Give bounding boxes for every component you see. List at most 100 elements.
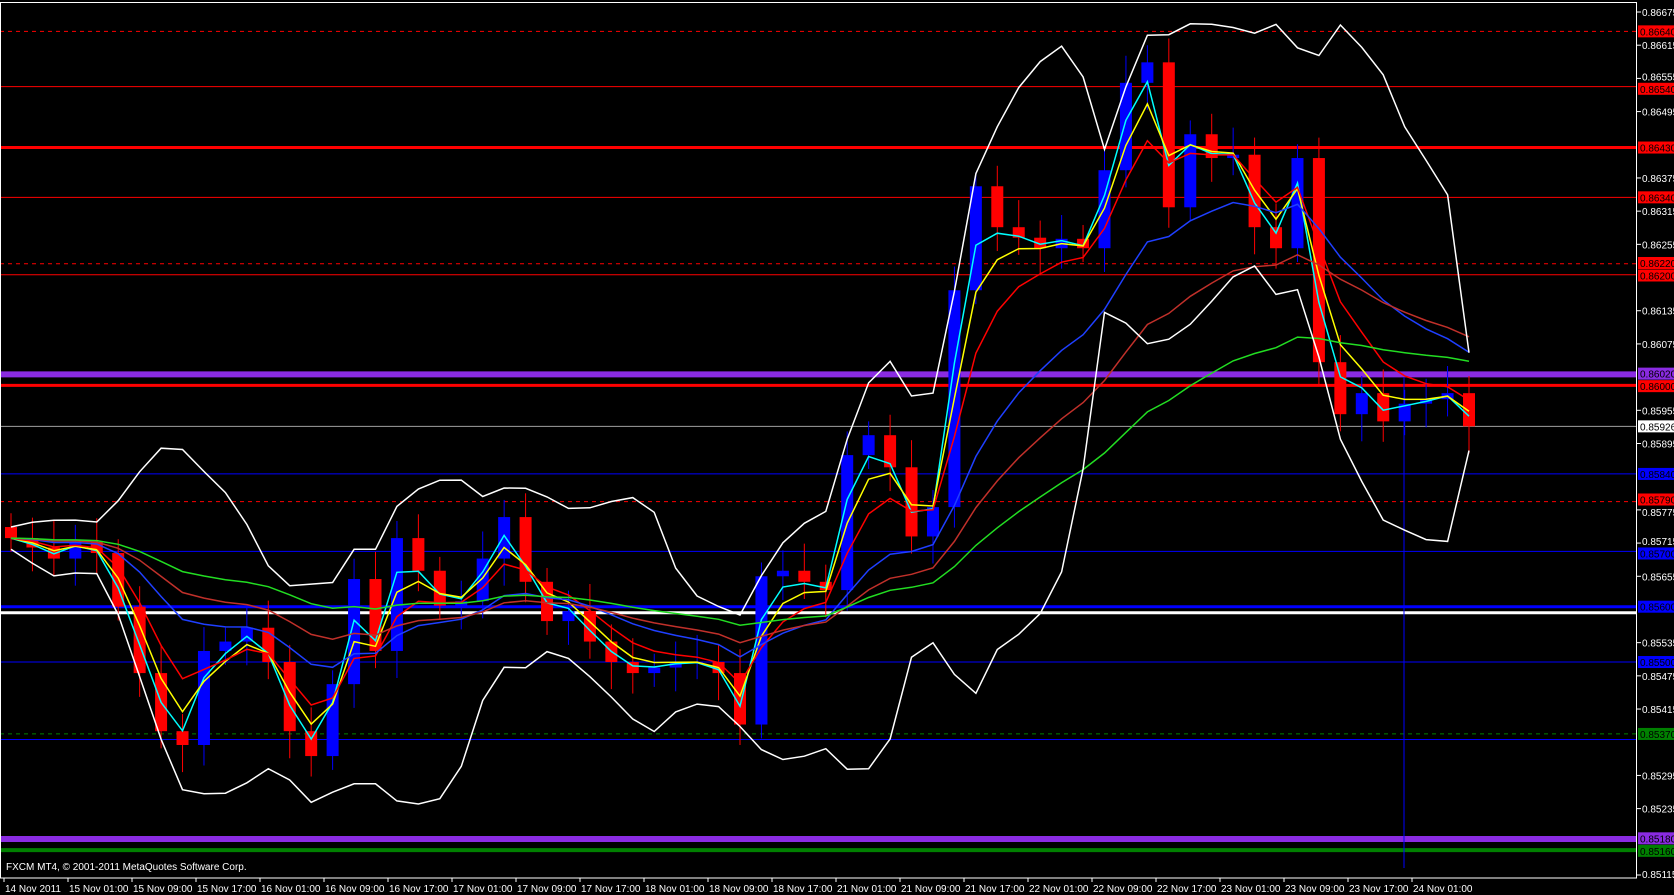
y-tick-label: 0.85955: [1642, 406, 1674, 417]
candle-body: [1355, 393, 1368, 415]
level-label-bg: [1638, 256, 1674, 269]
level-label-bg: [1638, 547, 1674, 560]
candle-body: [1162, 62, 1175, 208]
y-tick-label: 0.86135: [1642, 307, 1674, 318]
candle-body: [562, 611, 575, 622]
x-tick-label: 16 Nov 17:00: [389, 884, 449, 895]
ema-5-line: [10, 139, 1470, 706]
x-tick-label: 21 Nov 09:00: [901, 884, 961, 895]
level-label: 0.86020: [1640, 370, 1674, 381]
y-tick-label: 0.85415: [1642, 705, 1674, 716]
level-label-bg: [1638, 420, 1674, 433]
ema-2-line: [10, 79, 1470, 741]
level-label-bg: [1638, 832, 1674, 845]
x-tick-label: 17 Nov 09:00: [517, 884, 577, 895]
level-label: 0.85700: [1640, 549, 1674, 560]
candle-body: [1398, 403, 1411, 422]
candle-body: [326, 684, 339, 757]
x-tick-label: 16 Nov 01:00: [261, 884, 321, 895]
level-label-bg: [1638, 269, 1674, 282]
candle-body: [884, 435, 897, 468]
ema-20-line: [10, 253, 1470, 644]
x-tick-label: 22 Nov 17:00: [1157, 884, 1217, 895]
level-label-bg: [1638, 600, 1674, 613]
candle-body: [862, 435, 875, 456]
y-tick-label: 0.85115: [1642, 870, 1674, 881]
ema-35-line: [10, 336, 1470, 626]
y-tick-label: 0.86315: [1642, 207, 1674, 218]
x-tick-label: 14 Nov 2011: [5, 884, 61, 895]
candle-body: [648, 667, 661, 674]
level-label: 0.86640: [1640, 27, 1674, 38]
y-tick-label: 0.86615: [1642, 41, 1674, 52]
candle-body: [1184, 134, 1197, 208]
x-tick-label: 24 Nov 01:00: [1413, 884, 1473, 895]
ema-12-line: [10, 201, 1470, 669]
price-axis[interactable]: 0.86675 0.86615 0.86555 0.86495 0.86375 0.863…: [1637, 8, 1674, 881]
candle-body: [5, 527, 17, 539]
level-label-bg: [1638, 82, 1674, 95]
candle-body: [519, 517, 532, 582]
candle-body: [1141, 62, 1154, 83]
y-tick-label: 0.85295: [1642, 771, 1674, 782]
x-tick-label: 23 Nov 17:00: [1349, 884, 1409, 895]
x-tick-label: 21 Nov 17:00: [965, 884, 1025, 895]
y-tick-label: 0.85895: [1642, 440, 1674, 451]
x-tick-label: 15 Nov 01:00: [69, 884, 129, 895]
candle-body: [1012, 227, 1025, 238]
level-label: 0.86200: [1640, 271, 1674, 282]
y-tick-label: 0.86675: [1642, 8, 1674, 19]
ema-3-line: [10, 102, 1470, 726]
candle-body: [498, 517, 511, 559]
level-label: 0.85500: [1640, 658, 1674, 669]
candle-body: [283, 662, 296, 732]
horizontal-levels: [0, 30, 1637, 853]
indicators: [10, 23, 1470, 805]
y-tick-label: 0.85475: [1642, 672, 1674, 683]
candle-body: [905, 467, 918, 537]
level-labels: 0.866400.865400.864300.863400.862200.862…: [1638, 25, 1674, 858]
level-label: 0.86000: [1640, 382, 1674, 393]
level-label: 0.85790: [1640, 495, 1674, 506]
candle-body: [348, 579, 361, 685]
candle-body: [755, 576, 768, 725]
x-tick-label: 22 Nov 01:00: [1029, 884, 1089, 895]
candle-body: [991, 186, 1004, 228]
level-label: 0.85180: [1640, 834, 1674, 845]
level-label-bg: [1638, 844, 1674, 857]
candle-body: [1034, 237, 1047, 249]
level-label: 0.85160: [1640, 847, 1674, 858]
level-label: 0.86540: [1640, 85, 1674, 96]
candle-body: [1270, 227, 1283, 249]
y-tick-label: 0.86375: [1642, 174, 1674, 185]
candle-body: [1463, 393, 1475, 427]
time-axis[interactable]: 14 Nov 2011 15 Nov 01:00 15 Nov 09:00 15 No…: [3, 878, 1473, 895]
level-label: 0.86340: [1640, 193, 1674, 204]
x-tick-label: 23 Nov 01:00: [1221, 884, 1281, 895]
bollinger-lower-line: [10, 265, 1470, 805]
level-label: 0.86430: [1640, 144, 1674, 155]
candle-body: [776, 570, 789, 577]
x-tick-label: 17 Nov 17:00: [581, 884, 641, 895]
level-label: 0.85926: [1640, 422, 1674, 433]
candle-body: [1334, 362, 1347, 415]
candle-body: [1119, 82, 1132, 171]
candle-body: [133, 606, 146, 674]
x-tick-label: 18 Nov 09:00: [709, 884, 769, 895]
candle-body: [433, 570, 446, 606]
bollinger-upper-line: [10, 23, 1470, 616]
level-label-bg: [1638, 367, 1674, 380]
x-tick-label: 23 Nov 09:00: [1285, 884, 1345, 895]
candle-body: [219, 641, 232, 651]
candle-body: [1227, 154, 1240, 159]
plot-frame: [0, 2, 1637, 879]
candle-body: [1377, 393, 1390, 422]
x-tick-label: 16 Nov 09:00: [325, 884, 385, 895]
candle-body: [305, 731, 318, 757]
candle-body: [926, 507, 939, 537]
level-label-bg: [1638, 25, 1674, 38]
candle-body: [412, 538, 425, 571]
x-tick-label: 21 Nov 01:00: [837, 884, 897, 895]
